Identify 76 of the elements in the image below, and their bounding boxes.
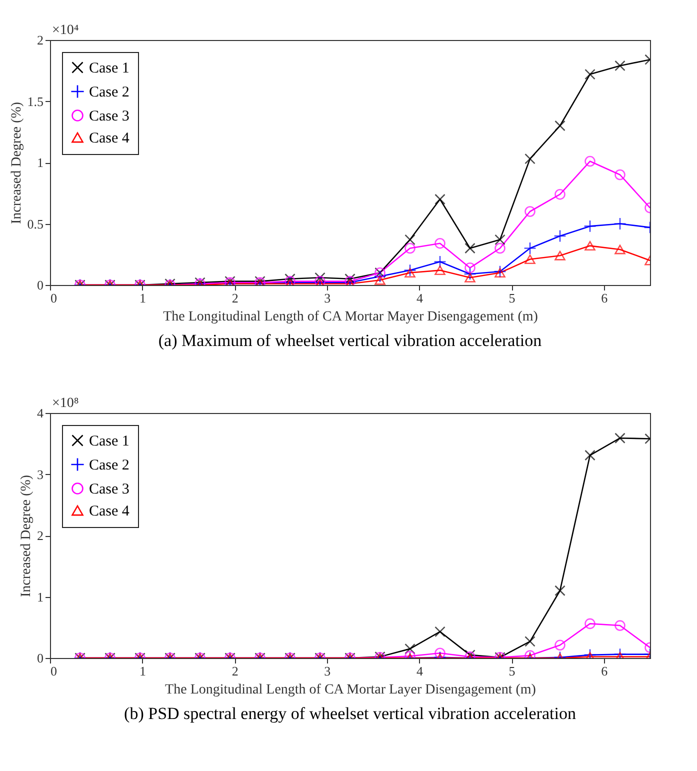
point: [614, 217, 626, 230]
legend-label: Case 3: [89, 108, 130, 124]
point: [614, 244, 626, 254]
y-tick-label: 1.5: [27, 94, 44, 109]
x-tick-label: 0: [50, 664, 57, 678]
x-tick-label: 5: [508, 664, 516, 678]
point: [404, 234, 416, 246]
point: [614, 60, 626, 72]
point: [404, 268, 416, 278]
legend-label: Case 2: [89, 84, 130, 100]
point: [524, 254, 536, 264]
x-tick-label: 6: [601, 664, 608, 678]
y-tick-label: 0.5: [27, 216, 44, 232]
y-tick-label: 0: [37, 650, 44, 666]
point: [584, 68, 596, 80]
x-tick-label: 5: [508, 290, 516, 306]
x-tick-label: 1: [140, 664, 146, 678]
legend-label: Case 3: [89, 482, 130, 498]
point: [554, 188, 566, 200]
point: [434, 238, 446, 249]
point: [374, 275, 386, 285]
point: [524, 242, 536, 255]
point: [434, 255, 446, 268]
legend-label: Case 4: [89, 504, 130, 520]
point: [464, 262, 476, 274]
text: ×10⁴: [52, 23, 79, 38]
point: [374, 270, 386, 283]
point: [584, 220, 596, 233]
point: [584, 241, 596, 251]
x-tick-label: 3: [324, 290, 331, 306]
point: [464, 272, 476, 282]
point: [404, 242, 416, 254]
point: [554, 230, 566, 242]
point: [524, 153, 536, 164]
x-tick-label: 1: [140, 290, 146, 306]
x-tick-label: 6: [601, 290, 608, 306]
point: [404, 264, 416, 277]
point: [434, 194, 446, 205]
text: ×10⁸: [52, 396, 79, 411]
point: [464, 268, 476, 280]
point: [494, 234, 506, 246]
point: [584, 156, 596, 167]
x-tick-label: 2: [232, 664, 238, 678]
text: (a) Maximum of wheelset vertical vibration acceleration: [158, 331, 542, 350]
point: [434, 266, 446, 276]
legend-label: Case 1: [89, 434, 130, 450]
x-tick-label: 2: [232, 290, 238, 306]
x-tick-label: 3: [324, 664, 331, 678]
y-tick-label: 3: [37, 466, 44, 482]
x-tick-label: 4: [416, 664, 424, 678]
y-axis-title: Increased Degree (%): [19, 474, 34, 598]
point: [494, 242, 506, 254]
point: [554, 120, 566, 132]
x-axis-title: The Longitudinal Length of CA Mortar Mayer Disengagement (m): [163, 310, 538, 324]
y-tick-label: 0: [37, 278, 44, 292]
point: [524, 206, 536, 217]
point: [614, 432, 626, 444]
x-tick-label: 4: [416, 290, 424, 306]
point: [584, 450, 596, 461]
legend-label: Case 2: [89, 458, 130, 474]
point: [554, 250, 566, 260]
text: (b) PSD spectral energy of wheelset vertical vibration acceleration: [124, 704, 576, 723]
x-tick-label: 0: [50, 290, 57, 306]
point: [464, 242, 476, 254]
point: [614, 169, 626, 180]
y-tick-label: 1: [37, 155, 44, 170]
legend-label: Case 1: [89, 60, 130, 76]
legend-label: Case 4: [89, 130, 130, 146]
y-tick-label: 4: [37, 406, 44, 420]
y-tick-label: 2: [37, 528, 44, 543]
x-axis-title: The Longitudinal Length of CA Mortar Layer Disengagement (m): [165, 682, 536, 698]
point: [494, 268, 506, 278]
y-tick-label: 1: [37, 589, 44, 604]
y-tick-label: 2: [37, 32, 44, 48]
point: [314, 272, 326, 284]
y-axis-title: Increased Degree (%): [9, 102, 24, 224]
